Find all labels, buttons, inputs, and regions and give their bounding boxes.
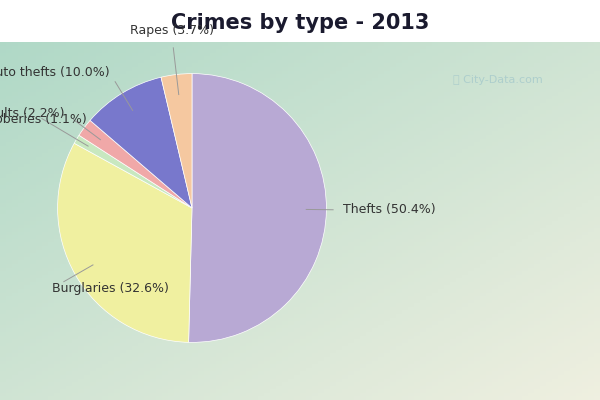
Wedge shape: [79, 120, 192, 208]
Text: Rapes (3.7%): Rapes (3.7%): [130, 24, 214, 37]
Text: Crimes by type - 2013: Crimes by type - 2013: [171, 13, 429, 33]
Wedge shape: [90, 77, 192, 208]
Wedge shape: [188, 74, 326, 342]
Text: Robberies (1.1%): Robberies (1.1%): [0, 113, 86, 126]
Wedge shape: [58, 143, 192, 342]
Wedge shape: [74, 135, 192, 208]
Text: Thefts (50.4%): Thefts (50.4%): [343, 203, 435, 216]
Text: Assaults (2.2%): Assaults (2.2%): [0, 107, 65, 120]
Wedge shape: [161, 74, 192, 208]
Text: ⓘ City-Data.com: ⓘ City-Data.com: [453, 75, 543, 85]
Text: Auto thefts (10.0%): Auto thefts (10.0%): [0, 66, 110, 79]
Text: Burglaries (32.6%): Burglaries (32.6%): [52, 282, 169, 295]
